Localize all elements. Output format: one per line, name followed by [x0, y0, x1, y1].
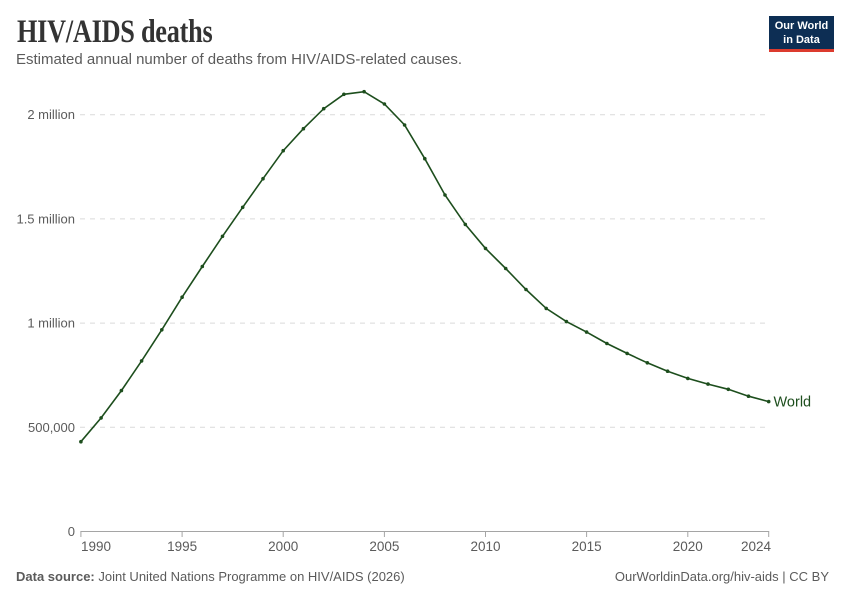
svg-text:World: World	[774, 395, 812, 411]
svg-text:2005: 2005	[369, 539, 399, 554]
svg-text:500,000: 500,000	[28, 420, 75, 435]
svg-text:1990: 1990	[81, 539, 111, 554]
svg-text:1.5 million: 1.5 million	[16, 211, 75, 226]
svg-text:2020: 2020	[673, 539, 703, 554]
svg-text:2010: 2010	[470, 539, 500, 554]
svg-text:2015: 2015	[572, 539, 602, 554]
svg-text:2 million: 2 million	[27, 107, 75, 122]
svg-text:2000: 2000	[268, 539, 298, 554]
svg-text:1 million: 1 million	[27, 316, 75, 331]
svg-text:1995: 1995	[167, 539, 197, 554]
svg-text:2024: 2024	[741, 539, 772, 554]
svg-text:0: 0	[68, 524, 75, 539]
